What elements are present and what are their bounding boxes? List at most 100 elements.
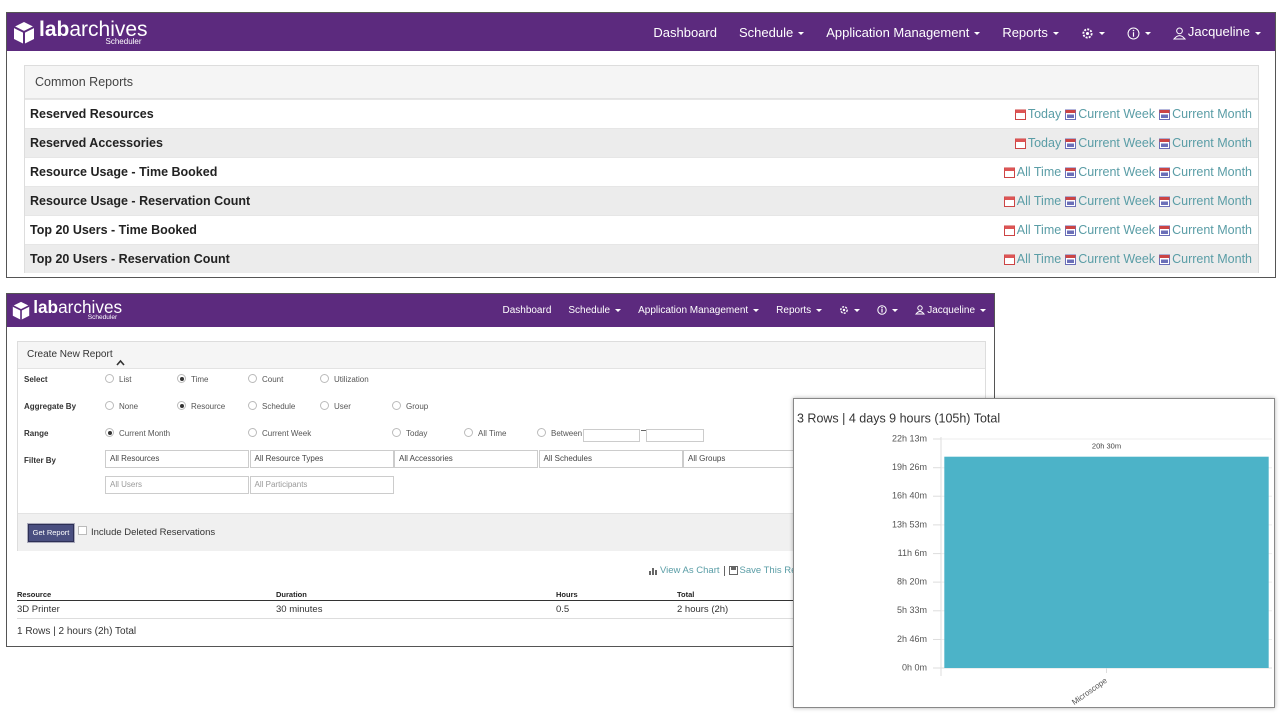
table-header-rule: [17, 600, 797, 601]
calendar-icon-svg: [1065, 225, 1076, 236]
calendar-icon: [1159, 254, 1170, 265]
result-summary: 1 Rows | 2 hours (2h) Total: [17, 626, 136, 637]
user-menu[interactable]: Jacqueline: [915, 305, 986, 316]
reports-panel: Common ReportsReserved ResourcesTodayCur…: [24, 65, 1259, 273]
info-icon: [1127, 27, 1140, 40]
radio-button[interactable]: [105, 428, 114, 437]
report-links: All Time Current Week Current Month: [1000, 158, 1252, 186]
settings-menu[interactable]: [839, 305, 860, 316]
radio-button[interactable]: [248, 428, 257, 437]
logo-cube-svg: [12, 301, 30, 321]
report-link[interactable]: All Time: [1017, 165, 1061, 179]
report-link[interactable]: Current Week: [1078, 252, 1155, 266]
report-link[interactable]: Today: [1028, 107, 1061, 121]
y-tick-label: 2h 46m: [897, 634, 927, 644]
y-tick-label: 11h 6m: [898, 548, 927, 558]
report-name: Resource Usage - Time Booked: [30, 158, 217, 186]
calendar-icon: [1004, 254, 1015, 265]
caret: [892, 309, 898, 312]
y-tick-label: 13h 53m: [892, 519, 927, 529]
report-link[interactable]: All Time: [1017, 194, 1061, 208]
report-link[interactable]: Current Week: [1078, 165, 1155, 179]
logo: labarchivesScheduler: [12, 296, 122, 325]
nav-link[interactable]: Dashboard: [653, 25, 717, 40]
report-link[interactable]: Today: [1028, 136, 1061, 150]
radio-button[interactable]: [105, 401, 114, 410]
report-name: Reserved Accessories: [30, 129, 163, 157]
panel-title: Common Reports: [25, 66, 1258, 99]
radio-label: Count: [262, 375, 283, 384]
calendar-icon-svg: [1065, 254, 1076, 265]
radio-label: List: [119, 375, 131, 384]
report-link[interactable]: Current Month: [1172, 136, 1252, 150]
calendar-icon-svg: [1065, 109, 1076, 120]
radio-button[interactable]: [464, 428, 473, 437]
nav-link[interactable]: Dashboard: [502, 305, 551, 316]
radio-label: Today: [406, 429, 427, 438]
radio-button[interactable]: [320, 401, 329, 410]
table-cell: 0.5: [556, 604, 569, 615]
report-link[interactable]: Current Month: [1172, 194, 1252, 208]
y-tick-label: 22h 13m: [892, 433, 927, 443]
nav-link[interactable]: Reports: [1002, 25, 1059, 40]
user-name: Jacqueline: [1188, 24, 1250, 39]
radio-button[interactable]: [248, 401, 257, 410]
view-chart-link[interactable]: View As Chart: [660, 565, 720, 576]
report-link[interactable]: Current Week: [1078, 107, 1155, 121]
report-link[interactable]: Current Month: [1172, 223, 1252, 237]
report-link[interactable]: Current Month: [1172, 252, 1252, 266]
user-menu[interactable]: Jacqueline: [1173, 24, 1261, 39]
logo-cube: [13, 21, 35, 45]
chart-title: 3 Rows | 4 days 9 hours (105h) Total: [797, 411, 1000, 425]
logo-sub: Scheduler: [88, 315, 117, 322]
user-icon-svg: [915, 305, 925, 315]
info-icon: [877, 305, 887, 315]
report-link[interactable]: Current Week: [1078, 223, 1155, 237]
get-report-button[interactable]: Get Report: [28, 524, 74, 542]
report-link[interactable]: Current Month: [1172, 107, 1252, 121]
between-start[interactable]: [583, 429, 640, 442]
between-end[interactable]: [646, 429, 704, 442]
radio-button[interactable]: [248, 374, 257, 383]
report-link[interactable]: Current Week: [1078, 136, 1155, 150]
help-menu[interactable]: [877, 305, 898, 316]
report-link[interactable]: Current Month: [1172, 165, 1252, 179]
radio-button[interactable]: [320, 374, 329, 383]
nav-link[interactable]: Schedule: [568, 305, 621, 316]
calendar-icon: [1065, 138, 1076, 149]
radio-button[interactable]: [177, 401, 186, 410]
filter-select[interactable]: All Schedules: [539, 450, 683, 468]
gear-icon-svg: [839, 305, 849, 315]
calendar-icon: [1159, 225, 1170, 236]
report-link[interactable]: All Time: [1017, 223, 1061, 237]
checkbox[interactable]: [78, 526, 87, 535]
nav-link[interactable]: Application Management: [826, 25, 980, 40]
nav-bar: labarchivesScheduler Dashboard Schedule App…: [7, 294, 994, 327]
radio-button[interactable]: [177, 374, 186, 383]
nav-link-text: Dashboard: [653, 25, 717, 40]
filter-select[interactable]: All Accessories: [394, 450, 538, 468]
filter-select[interactable]: All Users: [105, 476, 249, 494]
filter-select[interactable]: All Resource Types: [250, 450, 394, 468]
report-row: Resource Usage - Time Booked All Time Curr…: [25, 157, 1258, 186]
user-name: Jacqueline: [927, 305, 975, 316]
radio-button[interactable]: [392, 401, 401, 410]
nav-link[interactable]: Reports: [776, 305, 822, 316]
radio-button[interactable]: [105, 374, 114, 383]
radio-button[interactable]: [537, 428, 546, 437]
nav-link[interactable]: Application Management: [638, 305, 759, 316]
report-link[interactable]: All Time: [1017, 252, 1061, 266]
report-link[interactable]: Current Week: [1078, 194, 1155, 208]
nav-link[interactable]: Schedule: [739, 25, 804, 40]
radio-button[interactable]: [392, 428, 401, 437]
filter-select[interactable]: All Participants: [250, 476, 394, 494]
calendar-icon: [1004, 225, 1015, 236]
report-links: Today Current Week Current Month: [1011, 100, 1252, 128]
filter-select[interactable]: All Resources: [105, 450, 249, 468]
nav-link-text: Application Management: [826, 25, 969, 40]
calendar-icon-svg: [1159, 138, 1170, 149]
help-menu[interactable]: [1127, 24, 1151, 39]
common-reports-screenshot: labarchivesSchedulerDashboardScheduleApp…: [6, 12, 1276, 278]
settings-menu[interactable]: [1081, 24, 1105, 39]
calendar-icon-svg: [1004, 196, 1015, 207]
